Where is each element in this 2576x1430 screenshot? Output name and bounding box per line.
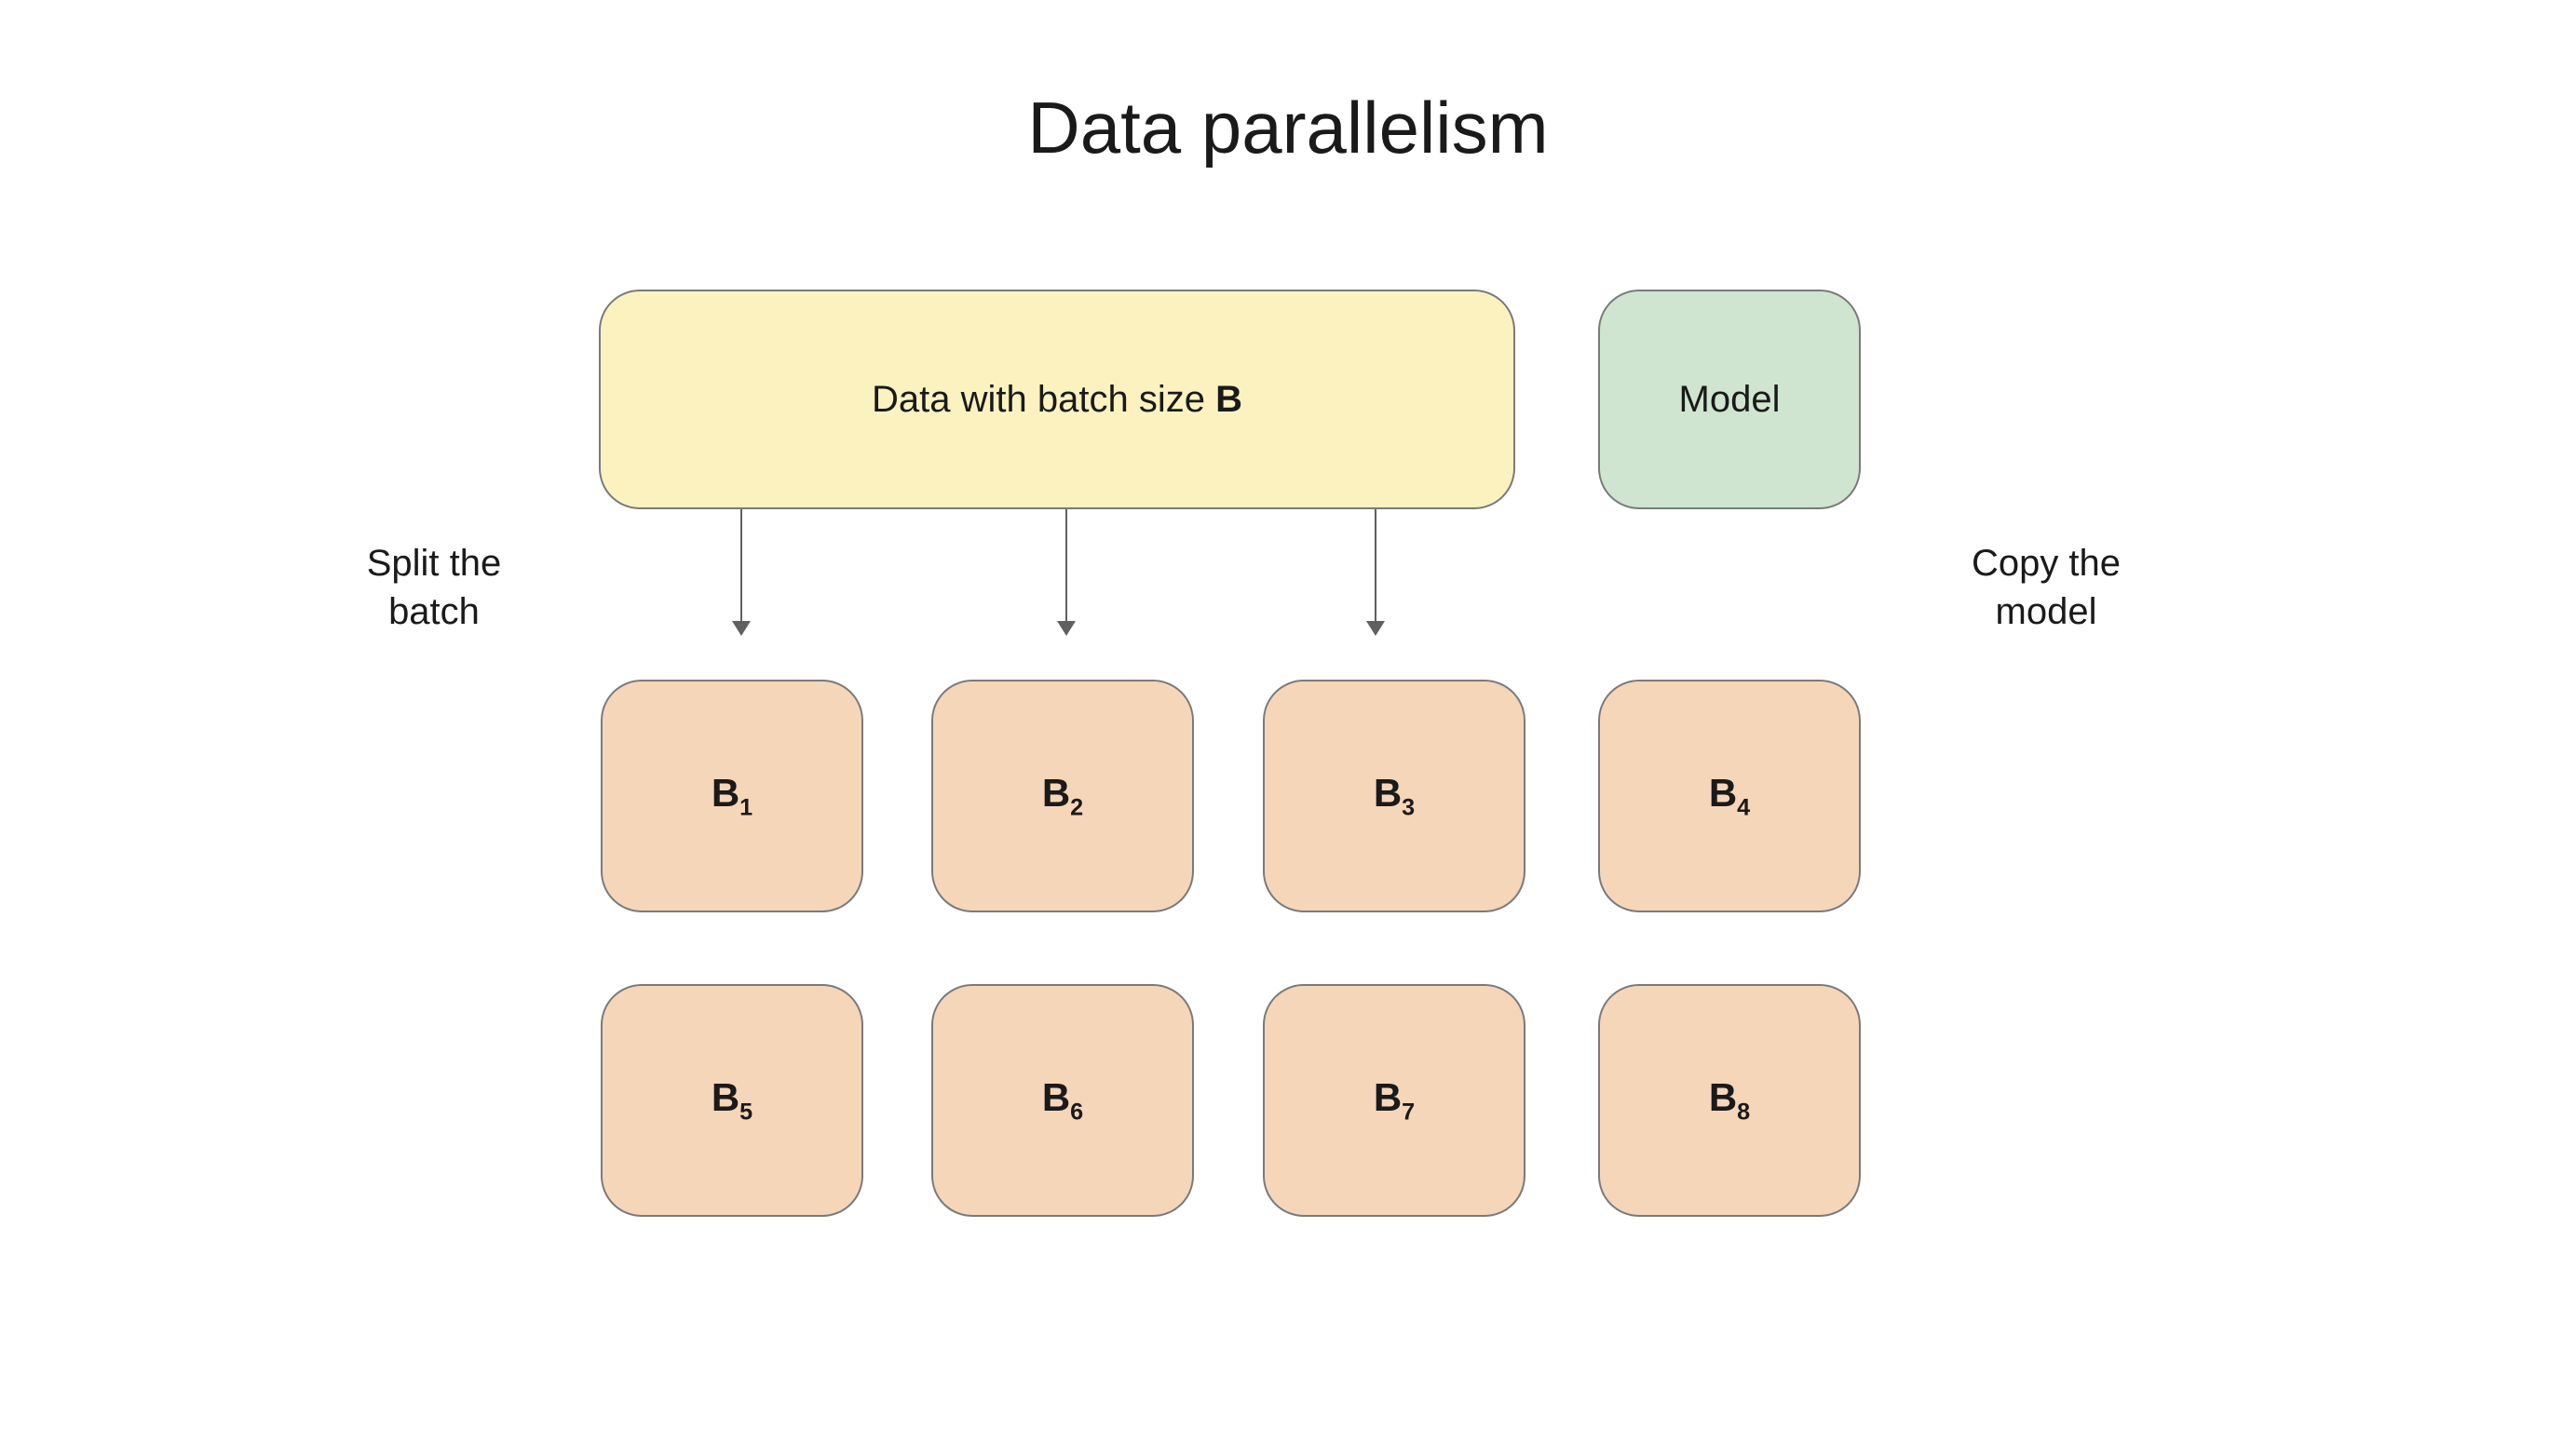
split-batch-label: Split the batch (322, 539, 546, 636)
diagram-title: Data parallelism (1027, 86, 1548, 170)
batch-box-label: B2 (1042, 771, 1083, 821)
title-text: Data parallelism (1027, 87, 1548, 169)
batch-box: B1 (601, 680, 863, 912)
batch-box-label: B1 (712, 771, 752, 821)
arrow-line (1065, 509, 1067, 623)
data-box-bold: B (1215, 379, 1242, 420)
data-box-label: Data with batch size B (872, 379, 1242, 421)
model-box: Model (1598, 290, 1861, 509)
batch-box: B2 (931, 680, 1194, 912)
batch-box-label: B3 (1374, 771, 1415, 821)
batch-box-label: B8 (1709, 1075, 1750, 1126)
arrow-head-icon (1057, 621, 1076, 636)
batch-box: B5 (601, 984, 863, 1217)
batch-box: B8 (1598, 984, 1861, 1217)
copy-label-line1: Copy the (1972, 543, 2121, 584)
copy-label-line2: model (1996, 591, 2097, 632)
arrow-line (1375, 509, 1376, 623)
batch-box: B6 (931, 984, 1194, 1217)
batch-box: B4 (1598, 680, 1861, 912)
data-batch-box: Data with batch size B (599, 290, 1515, 509)
model-box-label: Model (1679, 379, 1781, 421)
split-label-line2: batch (388, 591, 480, 632)
split-label-line1: Split the (367, 543, 502, 584)
arrow-line (740, 509, 742, 623)
data-box-prefix: Data with batch size (872, 379, 1215, 420)
batch-box-label: B5 (712, 1075, 752, 1126)
batch-box-label: B7 (1374, 1075, 1415, 1126)
batch-box-label: B4 (1709, 771, 1750, 821)
arrow-head-icon (732, 621, 751, 636)
copy-model-label: Copy the model (1930, 539, 2162, 636)
batch-box-label: B6 (1042, 1075, 1083, 1126)
arrow-head-icon (1366, 621, 1385, 636)
batch-box: B3 (1263, 680, 1525, 912)
batch-box: B7 (1263, 984, 1525, 1217)
